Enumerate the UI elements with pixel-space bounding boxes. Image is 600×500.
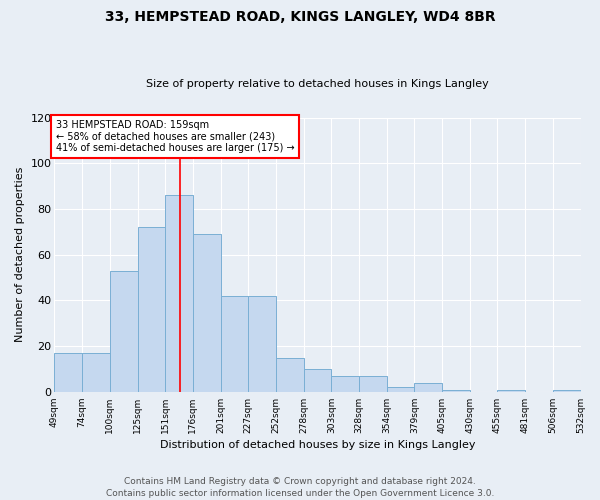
Bar	[221, 296, 248, 392]
Title: Size of property relative to detached houses in Kings Langley: Size of property relative to detached ho…	[146, 79, 489, 89]
Text: 33, HEMPSTEAD ROAD, KINGS LANGLEY, WD4 8BR: 33, HEMPSTEAD ROAD, KINGS LANGLEY, WD4 8…	[104, 10, 496, 24]
Bar	[331, 376, 359, 392]
Y-axis label: Number of detached properties: Number of detached properties	[15, 167, 25, 342]
Bar	[276, 358, 304, 392]
Bar	[82, 353, 110, 392]
Bar	[553, 390, 581, 392]
Bar	[110, 270, 137, 392]
X-axis label: Distribution of detached houses by size in Kings Langley: Distribution of detached houses by size …	[160, 440, 475, 450]
Bar	[442, 390, 470, 392]
Bar	[193, 234, 221, 392]
Bar	[359, 376, 386, 392]
Bar	[137, 228, 165, 392]
Text: 33 HEMPSTEAD ROAD: 159sqm
← 58% of detached houses are smaller (243)
41% of semi: 33 HEMPSTEAD ROAD: 159sqm ← 58% of detac…	[56, 120, 294, 153]
Bar	[248, 296, 276, 392]
Bar	[497, 390, 525, 392]
Bar	[386, 387, 415, 392]
Bar	[55, 353, 82, 392]
Bar	[165, 196, 193, 392]
Bar	[304, 369, 331, 392]
Bar	[415, 382, 442, 392]
Text: Contains HM Land Registry data © Crown copyright and database right 2024.
Contai: Contains HM Land Registry data © Crown c…	[106, 476, 494, 498]
